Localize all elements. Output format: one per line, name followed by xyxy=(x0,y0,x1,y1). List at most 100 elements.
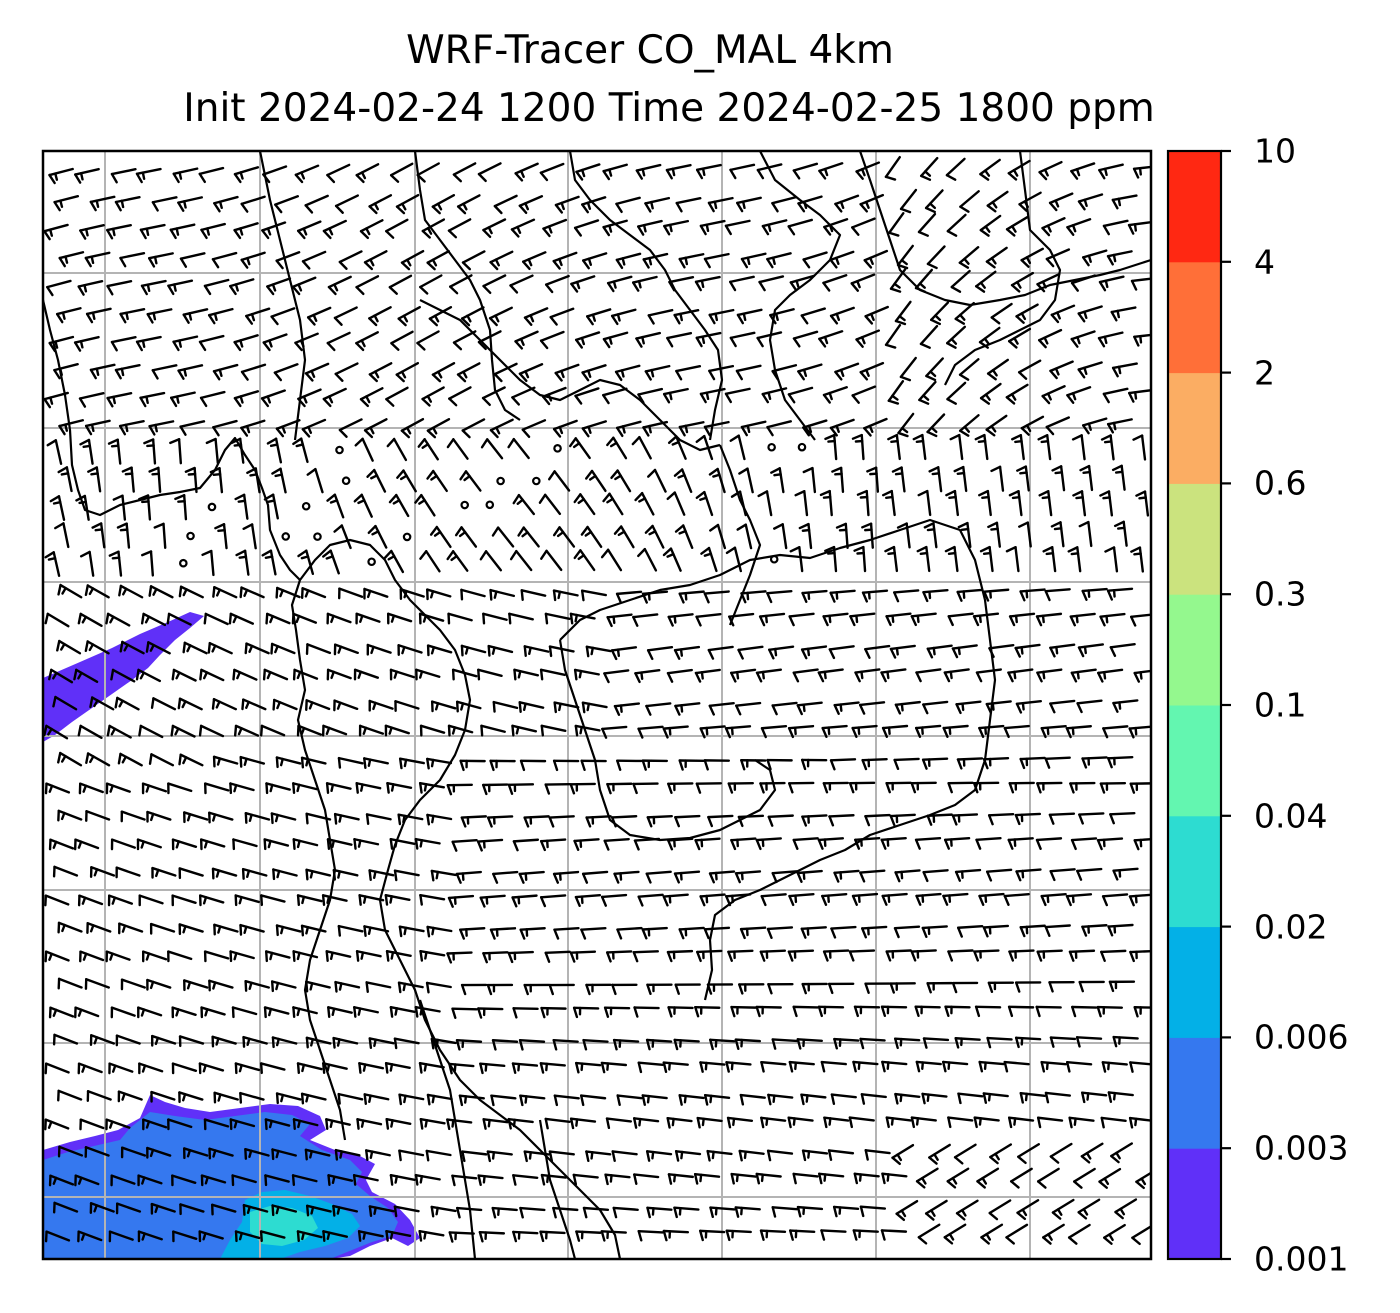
wind-barb xyxy=(149,922,176,935)
wind-barb xyxy=(520,589,547,601)
wind-barb xyxy=(601,725,628,739)
wind-barb xyxy=(951,644,978,659)
wind-barb xyxy=(211,251,238,269)
colorbar-segment xyxy=(1168,815,1221,928)
wind-barb xyxy=(859,361,885,381)
wind-barb xyxy=(606,275,633,293)
wind-barb xyxy=(358,894,385,906)
wind-barb xyxy=(1100,434,1115,461)
wind-barb xyxy=(926,245,946,270)
wind-barb xyxy=(800,307,826,325)
wind-barb xyxy=(305,868,332,881)
wind-barb xyxy=(52,1033,79,1046)
wind-barb xyxy=(178,1091,204,1104)
wind-barb xyxy=(828,814,855,827)
wind-barb xyxy=(600,1061,628,1074)
wind-barb xyxy=(585,815,612,828)
wind-barb xyxy=(1096,1005,1124,1018)
wind-barb xyxy=(544,274,570,294)
wind-barb xyxy=(852,1060,879,1073)
wind-barb xyxy=(213,923,239,936)
wind-barb xyxy=(947,949,974,962)
wind-barb xyxy=(171,894,197,907)
wind-barb xyxy=(709,523,727,550)
wind-barb xyxy=(77,279,104,296)
wind-barb xyxy=(644,524,665,549)
wind-barb xyxy=(802,466,817,494)
wind-barb xyxy=(1133,333,1151,347)
wind-barb xyxy=(208,811,234,824)
wind-barb xyxy=(739,926,767,940)
wind-barb xyxy=(415,668,441,681)
calm-wind-marker xyxy=(402,532,412,542)
wind-barb xyxy=(602,163,628,181)
wind-barb xyxy=(239,923,265,936)
wind-barb xyxy=(880,668,907,683)
wind-barb xyxy=(142,950,168,963)
wind-barb xyxy=(233,334,259,352)
wind-barb xyxy=(610,646,638,661)
wind-barb xyxy=(355,331,379,352)
wind-barb xyxy=(819,489,833,517)
wind-barb xyxy=(792,1005,819,1018)
wind-barb xyxy=(647,308,674,325)
wind-barb xyxy=(1128,725,1151,739)
wind-barb xyxy=(581,701,608,714)
wind-barb xyxy=(941,1060,969,1073)
wind-barb xyxy=(1111,464,1126,491)
wind-barb xyxy=(632,275,658,292)
wind-barb xyxy=(758,275,785,292)
wind-barb xyxy=(213,1091,239,1104)
wind-barb xyxy=(959,190,980,213)
wind-barb xyxy=(325,782,352,794)
wind-barb xyxy=(725,1061,752,1073)
wind-barb xyxy=(118,584,144,599)
wind-barb xyxy=(634,669,661,684)
wind-barb xyxy=(1070,274,1097,292)
wind-barb xyxy=(853,545,867,573)
wind-barb xyxy=(211,867,238,880)
wind-barb xyxy=(270,307,296,326)
wind-barb xyxy=(479,1062,506,1075)
wind-barb xyxy=(87,466,102,493)
wind-barb xyxy=(138,1062,164,1075)
wind-barb xyxy=(294,164,320,184)
wind-barb xyxy=(241,867,268,880)
wind-barb xyxy=(926,644,953,659)
wind-barb xyxy=(755,1005,782,1018)
wind-barb xyxy=(89,363,116,380)
wind-barb xyxy=(635,163,662,180)
wind-barb xyxy=(979,382,1002,405)
border-north-2 xyxy=(413,151,521,421)
wind-barb xyxy=(354,437,374,462)
wind-barb xyxy=(326,493,345,519)
wind-barb xyxy=(771,701,798,716)
wind-barb xyxy=(833,701,860,715)
border-north-3 xyxy=(568,151,724,441)
wind-barb xyxy=(915,1060,942,1073)
wind-barb xyxy=(425,981,452,994)
wind-barb xyxy=(1048,812,1076,825)
wind-barb xyxy=(461,250,486,271)
wind-barb xyxy=(539,1062,566,1074)
wind-barb xyxy=(632,782,659,795)
wind-barb xyxy=(787,949,815,962)
wind-barb xyxy=(85,752,111,767)
wind-barb xyxy=(794,490,809,517)
wind-barb xyxy=(514,162,539,182)
wind-barb xyxy=(822,386,848,404)
wind-barb xyxy=(84,584,110,599)
wind-barb xyxy=(757,490,773,517)
wind-barb xyxy=(864,305,889,325)
wind-barb xyxy=(1100,949,1127,962)
wind-barb xyxy=(355,950,382,962)
wind-barb xyxy=(389,668,416,681)
wind-barb xyxy=(77,894,104,907)
wind-barb xyxy=(707,814,734,828)
wind-barb xyxy=(945,489,960,517)
wind-barb xyxy=(728,612,755,627)
wind-barb xyxy=(978,724,1005,738)
wind-barb xyxy=(363,587,389,600)
wind-barb xyxy=(212,419,238,437)
wind-barb xyxy=(1109,643,1136,658)
